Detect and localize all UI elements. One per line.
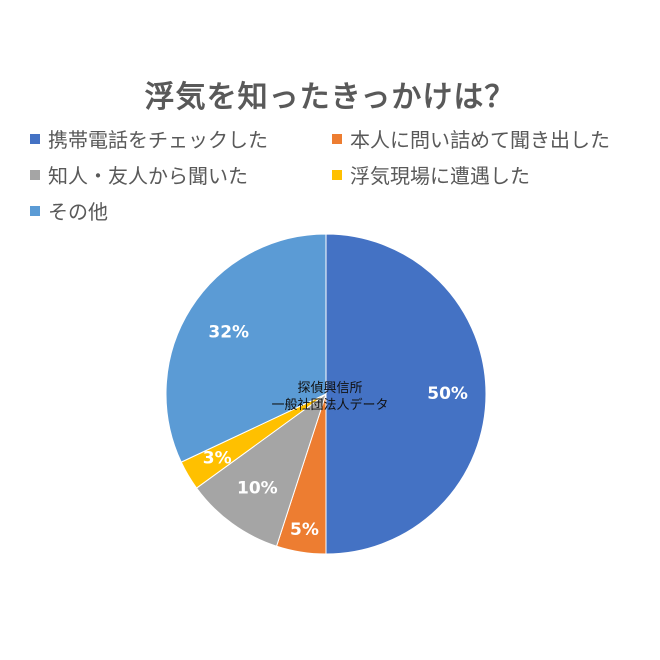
legend-label-other: その他: [48, 200, 108, 224]
source-annotation: 探偵興信所 一般社団法人データ: [230, 380, 430, 414]
legend-swatch-questioned: [332, 133, 342, 144]
legend-item-caught-in-act: 浮気現場に遭遇した: [332, 160, 530, 189]
pie-slice-mobile-check: [325, 233, 487, 555]
legend-swatch-heard-from-friend: [30, 169, 40, 180]
legend-swatch-caught-in-act: [332, 169, 342, 180]
pie-label-mobile-check: 50%: [427, 384, 468, 404]
pie-label-caught-in-act: 3%: [203, 448, 232, 468]
pie-label-questioned: 5%: [290, 520, 319, 540]
legend-item-heard-from-friend: 知人・友人から聞いた: [30, 160, 248, 189]
pie-slice-heard-from-friend: [195, 392, 327, 547]
pie-slices: [165, 233, 487, 555]
pie-value-labels: 50% 5% 10%3% 32%: [203, 322, 468, 540]
legend-label-mobile-check: 携帯電話をチェックした: [48, 128, 268, 152]
legend-label-heard-from-friend: 知人・友人から聞いた: [48, 164, 248, 188]
chart-title: 浮気を知ったきっかけは？: [144, 80, 516, 115]
chart-legend: 携帯電話をチェックした 本人に問い詰めて聞き出した 知人・友人から聞いた 浮気現…: [30, 124, 650, 234]
legend-label-caught-in-act: 浮気現場に遭遇した: [350, 164, 530, 188]
legend-item-other: その他: [30, 196, 108, 225]
pie-label-other: 32%: [208, 322, 249, 342]
legend-item-questioned: 本人に問い詰めて聞き出した: [332, 124, 610, 153]
pie-slice-other: [165, 233, 327, 463]
legend-item-mobile-check: 携帯電話をチェックした: [30, 124, 268, 153]
source-annotation-line-1: 探偵興信所: [297, 381, 363, 396]
pie-label-heard-from-friend: 10%: [237, 478, 278, 498]
legend-swatch-mobile-check: [30, 133, 40, 144]
legend-swatch-other: [30, 205, 40, 216]
source-annotation-line-2: 一般社団法人データ: [271, 398, 389, 413]
legend-label-questioned: 本人に問い詰めて聞き出した: [350, 128, 610, 152]
